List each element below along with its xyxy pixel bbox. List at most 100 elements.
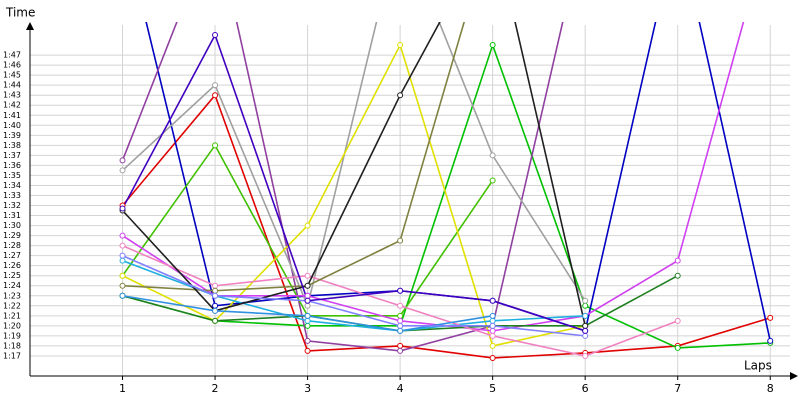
y-tick-label: 1:33 bbox=[3, 191, 21, 200]
lap-point bbox=[397, 322, 404, 329]
y-tick-label: 1:24 bbox=[3, 281, 21, 290]
y-tick-label: 1:23 bbox=[3, 291, 21, 300]
lap-point bbox=[304, 302, 311, 309]
lap-point bbox=[397, 287, 404, 294]
y-tick-label: 1:31 bbox=[3, 211, 21, 220]
series-line bbox=[121, 93, 771, 359]
series-line bbox=[122, 42, 586, 347]
lap-point bbox=[489, 342, 496, 349]
y-tick-label: 1:28 bbox=[3, 241, 21, 250]
lap-point bbox=[489, 177, 496, 184]
y-arrow bbox=[26, 22, 34, 30]
lap-point bbox=[119, 292, 126, 299]
lap-point bbox=[119, 272, 126, 279]
lap-point bbox=[489, 42, 496, 49]
lap-point bbox=[489, 327, 496, 334]
lap-point bbox=[767, 337, 774, 344]
lap-point bbox=[489, 297, 496, 304]
lap-point bbox=[489, 354, 496, 361]
series-line bbox=[121, 22, 564, 352]
lap-point bbox=[212, 302, 219, 309]
x-tick-label: 4 bbox=[397, 382, 404, 395]
lap-point bbox=[397, 312, 404, 319]
lap-point bbox=[304, 282, 311, 289]
lap-point bbox=[304, 337, 311, 344]
lap-point bbox=[119, 257, 126, 264]
lap-point bbox=[674, 317, 681, 324]
lap-point bbox=[397, 317, 404, 324]
y-axis-label: Time bbox=[5, 6, 35, 20]
lap-point bbox=[212, 292, 219, 299]
lap-point bbox=[119, 167, 126, 174]
x-tick-label: 8 bbox=[767, 382, 774, 395]
lap-point bbox=[397, 347, 404, 354]
y-tick-label: 1:20 bbox=[3, 321, 21, 330]
lap-point bbox=[212, 317, 219, 324]
lap-point bbox=[304, 322, 311, 329]
lap-point bbox=[397, 327, 404, 334]
lap-point bbox=[119, 242, 126, 249]
lap-point bbox=[304, 317, 311, 324]
lap-point bbox=[119, 232, 126, 239]
lap-point bbox=[119, 157, 126, 164]
y-tick-label: 1:44 bbox=[3, 81, 21, 90]
y-tick-label: 1:39 bbox=[3, 131, 21, 140]
series-line bbox=[121, 33, 586, 332]
lap-point bbox=[119, 205, 126, 212]
lap-point bbox=[489, 322, 496, 329]
x-arrow bbox=[790, 372, 798, 380]
lap-point bbox=[304, 312, 311, 319]
lap-point bbox=[212, 307, 219, 314]
x-tick-label: 5 bbox=[489, 382, 496, 395]
y-tick-label: 1:46 bbox=[3, 61, 21, 70]
lap-point bbox=[212, 32, 219, 39]
y-tick-label: 1:25 bbox=[3, 271, 21, 280]
y-tick-label: 1:36 bbox=[3, 161, 21, 170]
lap-point bbox=[582, 332, 589, 339]
y-tick-label: 1:43 bbox=[3, 91, 21, 100]
lap-point bbox=[212, 282, 219, 289]
x-tick-label: 3 bbox=[304, 382, 311, 395]
lap-point bbox=[582, 297, 589, 304]
lap-point bbox=[582, 352, 589, 359]
series-line bbox=[122, 254, 586, 337]
lap-point bbox=[489, 317, 496, 324]
lap-point bbox=[397, 92, 404, 99]
y-tick-label: 1:29 bbox=[3, 231, 21, 240]
y-tick-label: 1:18 bbox=[3, 341, 21, 350]
lap-point bbox=[767, 314, 774, 321]
lap-point bbox=[674, 257, 681, 264]
lap-point bbox=[212, 82, 219, 89]
y-tick-label: 1:27 bbox=[3, 251, 21, 260]
lap-point bbox=[397, 342, 404, 349]
lap-point bbox=[489, 152, 496, 159]
series-line bbox=[121, 22, 586, 309]
lap-point bbox=[397, 42, 404, 49]
lap-point bbox=[304, 292, 311, 299]
y-tick-label: 1:42 bbox=[3, 101, 21, 110]
series-line bbox=[121, 22, 586, 327]
y-tick-label: 1:19 bbox=[3, 331, 21, 340]
lap-point bbox=[397, 237, 404, 244]
y-tick-label: 1:45 bbox=[3, 71, 21, 80]
y-tick-label: 1:21 bbox=[3, 311, 21, 320]
lap-point bbox=[582, 302, 589, 309]
y-tick-label: 1:37 bbox=[3, 151, 21, 160]
y-tick-label: 1:40 bbox=[3, 121, 21, 130]
lap-point bbox=[674, 344, 681, 351]
series-line bbox=[122, 42, 771, 349]
lap-point bbox=[212, 92, 219, 99]
y-tick-label: 1:17 bbox=[3, 351, 21, 360]
lap-point bbox=[489, 332, 496, 339]
lap-point bbox=[304, 347, 311, 354]
y-tick-label: 1:32 bbox=[3, 201, 21, 210]
lap-point bbox=[304, 272, 311, 279]
y-tick-label: 1:22 bbox=[3, 301, 21, 310]
lap-point bbox=[489, 312, 496, 319]
lap-point bbox=[397, 302, 404, 309]
lap-point bbox=[119, 252, 126, 259]
lap-point bbox=[582, 322, 589, 329]
y-tick-label: 1:38 bbox=[3, 141, 21, 150]
lap-point bbox=[582, 312, 589, 319]
